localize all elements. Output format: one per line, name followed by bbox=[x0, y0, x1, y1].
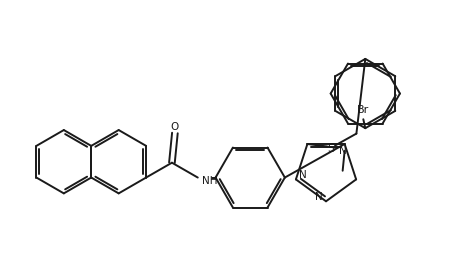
Text: N: N bbox=[315, 192, 323, 202]
Text: N: N bbox=[299, 170, 307, 180]
Text: Br: Br bbox=[357, 105, 369, 115]
Text: S: S bbox=[327, 142, 335, 155]
Text: N: N bbox=[339, 146, 347, 156]
Text: O: O bbox=[171, 122, 179, 132]
Text: NH: NH bbox=[202, 176, 217, 185]
